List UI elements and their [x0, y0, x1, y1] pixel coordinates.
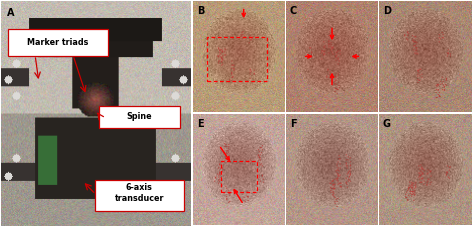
Text: Spine: Spine — [127, 112, 152, 121]
Bar — [207, 37, 266, 81]
Text: A: A — [7, 8, 14, 18]
FancyBboxPatch shape — [95, 180, 184, 211]
Text: B: B — [197, 5, 204, 16]
Text: E: E — [197, 118, 204, 129]
Text: Marker triads: Marker triads — [27, 38, 89, 47]
Text: C: C — [290, 5, 297, 16]
Text: G: G — [383, 118, 391, 129]
Bar — [221, 161, 257, 192]
Text: F: F — [290, 118, 297, 129]
Text: D: D — [383, 5, 391, 16]
FancyBboxPatch shape — [8, 29, 108, 56]
FancyBboxPatch shape — [99, 106, 180, 128]
Text: 6-axis
transducer: 6-axis transducer — [115, 183, 164, 203]
